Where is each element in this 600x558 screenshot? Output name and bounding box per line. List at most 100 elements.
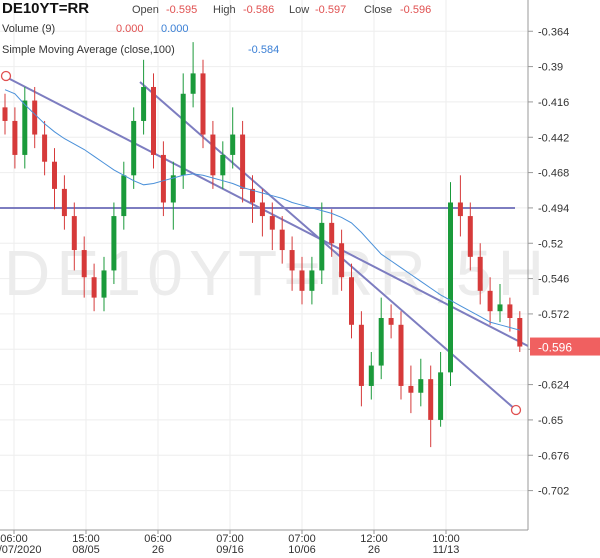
y-tick-label: -0.624 [538, 380, 569, 392]
candle-body [200, 73, 206, 135]
candle-body [151, 86, 156, 155]
last-price-box [530, 337, 600, 356]
candle-body [61, 188, 67, 217]
candle-body [32, 100, 38, 135]
candle-body [269, 216, 275, 230]
x-tick-label: 26 [368, 544, 380, 556]
y-tick-label: -0.546 [538, 274, 569, 286]
sma-label: Simple Moving Average (close,100) [2, 44, 175, 56]
candle-body [448, 202, 453, 373]
last-price-label: -0.596 [538, 341, 572, 355]
x-tick-label: 06:00 [0, 533, 28, 545]
candle-body [22, 100, 28, 155]
candle-body [349, 277, 354, 325]
volume-value: 0.000 [161, 23, 189, 35]
field-value: -0.586 [243, 4, 274, 16]
candle-body [477, 256, 483, 291]
candle-body [12, 120, 18, 155]
field-value: -0.596 [400, 4, 431, 16]
candle-body [358, 324, 364, 386]
sma-line [4, 89, 520, 331]
x-tick-label: 07:00 [288, 533, 316, 545]
candle-body [497, 304, 503, 312]
y-tick-label: -0.442 [538, 132, 569, 144]
x-tick-label: 08/05 [72, 544, 100, 556]
candle-body [487, 290, 493, 312]
candle-body [220, 154, 226, 176]
candle-body [457, 202, 463, 217]
volume-value: 0.000 [116, 23, 144, 35]
x-tick-label: 11/13 [433, 544, 460, 556]
candle-body [111, 216, 117, 271]
y-tick-label: -0.52 [538, 238, 563, 250]
x-tick-label: 09/16 [216, 544, 244, 556]
candle-body [131, 120, 137, 176]
candle-body [71, 216, 77, 251]
x-tick-label: 26 [152, 544, 164, 556]
candle-body [170, 175, 176, 203]
candle-body [81, 250, 87, 278]
candle-body [438, 372, 444, 420]
candle-body [141, 86, 147, 121]
field-label: High [213, 4, 236, 16]
x-tick-label: 15:00 [72, 533, 100, 545]
x-tick-label: 10/06 [288, 544, 316, 556]
candle-body [2, 107, 8, 121]
candle-body [319, 222, 325, 271]
candle-body [279, 229, 285, 251]
candle-body [42, 134, 48, 162]
candle-body [210, 134, 216, 176]
candle-body [160, 154, 166, 203]
candle-body [368, 365, 374, 386]
trend-handle[interactable] [510, 404, 522, 416]
candle-body [378, 318, 384, 366]
candle-body [299, 270, 305, 291]
candle-body [388, 318, 394, 325]
candle-body [180, 93, 186, 176]
candle-body [329, 222, 335, 244]
candle-body [398, 324, 404, 386]
field-label: Close [364, 4, 392, 16]
candle-body [91, 277, 97, 298]
y-tick-label: -0.676 [538, 450, 569, 462]
y-tick-label: -0.39 [538, 62, 563, 74]
x-tick-label: 10:00 [432, 533, 460, 545]
candle-body [408, 385, 414, 393]
candle-body [467, 216, 473, 257]
y-tick-label: -0.572 [538, 309, 569, 321]
candle-body [190, 73, 196, 94]
y-tick-label: -0.494 [538, 203, 569, 215]
candle-body [230, 134, 236, 155]
x-tick-label: 06:00 [144, 533, 172, 545]
candle-body [52, 161, 57, 189]
field-label: Low [289, 4, 309, 16]
x-tick-label: 07/07/2020 [0, 544, 42, 556]
candle-body [240, 134, 246, 189]
candle-body [289, 250, 295, 271]
x-tick-label: 12:00 [360, 533, 388, 545]
candle-body [250, 188, 255, 203]
candle-body [121, 175, 127, 217]
candle-body [507, 304, 513, 318]
candle-body [339, 243, 345, 278]
candle-body [517, 318, 523, 347]
volume-label: Volume (9) [2, 23, 55, 35]
y-tick-label: -0.364 [538, 26, 569, 38]
candle-body [309, 270, 315, 291]
sma-value: -0.584 [248, 44, 279, 56]
trend-handle[interactable] [0, 70, 12, 82]
candle-body [428, 379, 434, 420]
field-value: -0.597 [315, 4, 346, 16]
field-label: Open [132, 4, 159, 16]
candle-body [259, 202, 265, 217]
y-tick-label: -0.468 [538, 168, 569, 180]
candle-body [418, 379, 424, 393]
y-tick-label: -0.702 [538, 486, 569, 498]
candle-body [101, 270, 107, 298]
field-value: -0.595 [166, 4, 197, 16]
y-tick-label: -0.416 [538, 97, 569, 109]
trend-line [3, 75, 529, 347]
x-tick-label: 07:00 [216, 533, 244, 545]
symbol: DE10YT=RR [2, 0, 89, 17]
